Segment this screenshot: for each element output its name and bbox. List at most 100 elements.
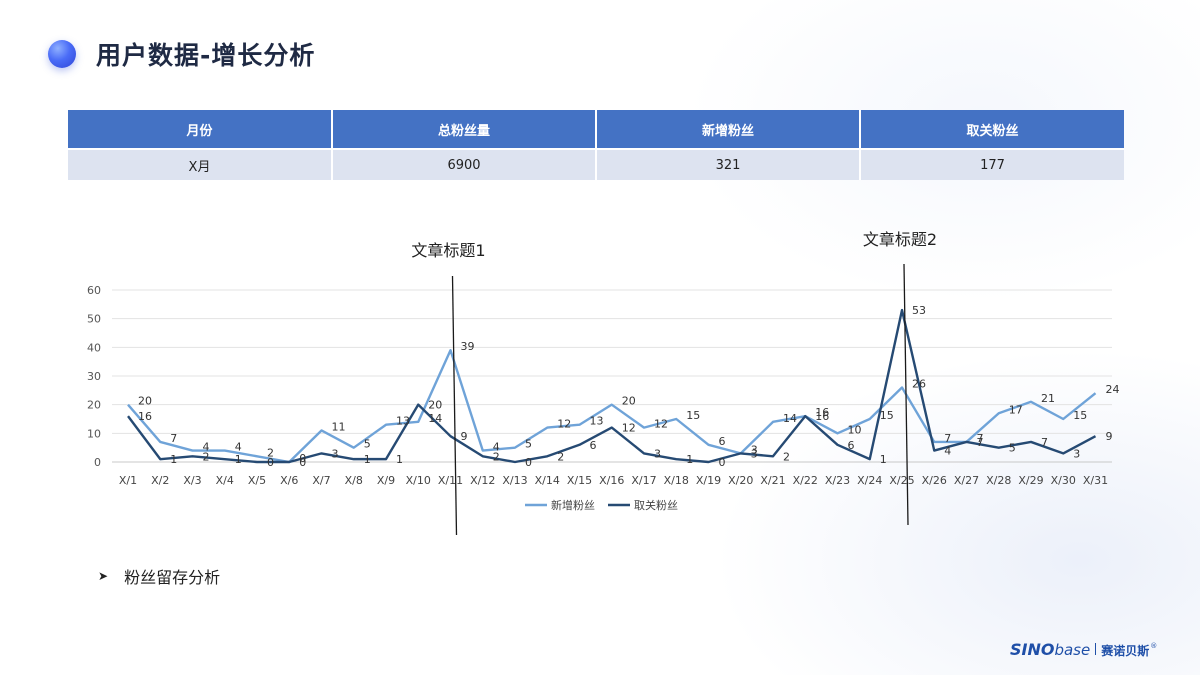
data-label: 2 [267,446,274,459]
data-label: 21 [1041,392,1055,405]
page-title: 用户数据-增长分析 [96,41,316,70]
data-label: 0 [719,456,726,469]
data-label: 4 [944,445,951,458]
x-tick-label: X/13 [502,474,527,487]
data-label: 26 [912,377,926,390]
annotation-label: 文章标题1 [411,241,485,260]
data-label: 0 [525,456,532,469]
x-tick-label: X/24 [857,474,882,487]
header-month: 月份 [68,110,333,149]
data-label: 5 [525,438,532,451]
data-label: 12 [622,422,636,435]
data-label: 4 [203,441,210,454]
header-new-fans: 新增粉丝 [596,110,861,149]
y-tick-label: 40 [87,341,101,354]
logo-base-text: base [1054,641,1091,659]
cell-new-fans: 321 [596,148,861,180]
cell-total-fans: 6900 [332,148,597,180]
data-label: 9 [461,430,468,443]
section-bullet: ➤ 粉丝留存分析 [98,564,220,588]
data-label: 12 [654,418,668,431]
data-label: 1 [396,453,403,466]
x-tick-label: X/3 [183,474,201,487]
data-label: 12 [557,418,571,431]
data-label: 11 [332,420,346,433]
data-label: 15 [686,409,700,422]
x-tick-label: X/14 [535,474,560,487]
logo-separator [1095,643,1097,655]
legend-label: 取关粉丝 [634,498,678,512]
x-tick-label: X/18 [664,474,689,487]
x-tick-label: X/25 [889,474,914,487]
data-label: 16 [138,410,152,423]
y-tick-label: 30 [87,370,101,383]
x-tick-label: X/6 [280,474,298,487]
x-tick-label: X/11 [438,474,463,487]
logo-registered-mark: ® [1150,642,1158,650]
data-label: 1 [170,453,177,466]
data-label: 24 [1106,383,1120,396]
y-tick-label: 10 [87,427,101,440]
x-tick-label: X/12 [470,474,495,487]
x-tick-label: X/15 [567,474,592,487]
brand-logo: SINO base 赛诺贝斯 ® [1010,640,1157,659]
x-tick-label: X/31 [1083,474,1108,487]
y-tick-label: 60 [87,284,101,297]
data-label: 5 [1009,442,1016,455]
data-label: 4 [493,441,500,454]
data-label: 3 [1073,447,1080,460]
data-label: 3 [332,447,339,460]
data-label: 1 [364,453,371,466]
x-tick-label: X/10 [406,474,431,487]
summary-table: 月份 总粉丝量 新增粉丝 取关粉丝 X月 6900 321 177 [68,110,1124,180]
x-tick-label: X/19 [696,474,721,487]
data-label: 9 [1106,430,1113,443]
logo-sino-text: SINO [1010,640,1055,659]
x-tick-label: X/30 [1051,474,1076,487]
data-label: 16 [815,410,829,423]
x-tick-label: X/21 [760,474,785,487]
x-tick-label: X/20 [728,474,753,487]
logo-cn-text: 赛诺贝斯 [1101,644,1150,658]
x-tick-label: X/4 [216,474,234,487]
y-tick-label: 0 [94,456,101,469]
data-label: 7 [944,432,951,445]
data-label: 1 [686,453,693,466]
data-label: 4 [235,441,242,454]
annotation-label: 文章标题2 [863,230,937,249]
cell-unfollow-fans: 177 [860,148,1124,180]
x-tick-label: X/2 [151,474,169,487]
data-label: 20 [622,395,636,408]
page-header: 用户数据-增长分析 [48,36,315,72]
data-label: 7 [977,436,984,449]
data-label: 6 [719,435,726,448]
data-label: 2 [557,450,564,463]
data-label: 1 [235,453,242,466]
data-label: 39 [461,340,475,353]
annotation-line [903,263,909,526]
header-unfollow-fans: 取关粉丝 [860,110,1124,149]
data-label: 3 [751,447,758,460]
data-label: 53 [912,304,926,317]
data-label: 2 [203,450,210,463]
x-tick-label: X/22 [793,474,818,487]
data-label: 7 [170,432,177,445]
header-total-fans: 总粉丝量 [332,110,597,149]
data-label: 17 [1009,403,1023,416]
data-label: 2 [783,450,790,463]
x-tick-label: X/9 [377,474,395,487]
data-label: 1 [880,453,887,466]
data-label: 6 [590,439,597,452]
x-tick-label: X/23 [825,474,850,487]
data-label: 0 [299,456,306,469]
table-header-row: 月份 总粉丝量 新增粉丝 取关粉丝 [68,110,1124,149]
data-label: 13 [590,415,604,428]
data-label: 20 [138,395,152,408]
data-label: 3 [751,443,758,456]
data-label: 13 [396,415,410,428]
data-label: 15 [1073,409,1087,422]
x-tick-label: X/8 [345,474,363,487]
y-tick-label: 20 [87,399,101,412]
data-label: 0 [267,456,274,469]
